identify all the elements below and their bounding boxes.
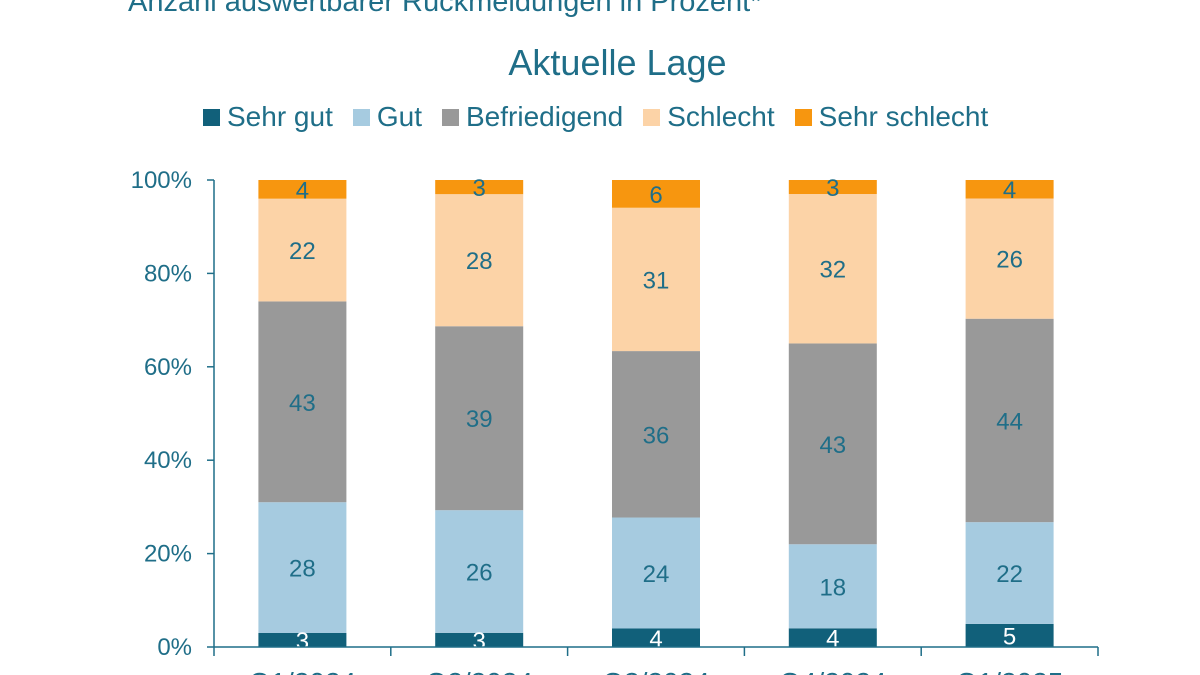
data-label: 18 — [819, 574, 846, 601]
data-label: 4 — [296, 177, 309, 204]
y-tick-label: 20% — [144, 541, 192, 568]
bar-segment — [258, 632, 347, 647]
data-label: 28 — [466, 248, 493, 275]
data-label: 3 — [473, 628, 486, 655]
bar-segment — [788, 343, 877, 545]
legend-label: Schlecht — [667, 101, 775, 132]
legend-swatch — [442, 108, 459, 126]
legend-item-sehr-gut: Sehr gut — [203, 101, 333, 133]
y-tick-label: 40% — [144, 447, 192, 474]
y-tick-label: 60% — [144, 354, 192, 381]
chart-legend: Sehr gut Gut Befriedigend Schlecht Sehr schl… — [203, 101, 1008, 133]
legend-label: Sehr gut — [227, 101, 333, 132]
legend-item-gut: Gut — [352, 101, 422, 133]
bar-segment — [612, 517, 700, 629]
data-label: 36 — [643, 422, 670, 449]
data-label: 22 — [289, 238, 316, 265]
bar-segment — [612, 207, 700, 352]
bar-segment — [965, 623, 1054, 647]
bar-segment — [788, 180, 877, 195]
bar-segment — [965, 180, 1054, 199]
legend-label: Befriedigend — [466, 101, 624, 132]
bar-segment — [788, 544, 877, 629]
bar-segment — [258, 180, 347, 199]
legend-item-befriedigend: Befriedigend — [442, 101, 623, 133]
data-label: 4 — [826, 626, 839, 653]
x-tick-label: Q1/2024 — [249, 667, 356, 675]
bar-segment — [612, 180, 700, 208]
bar-segment — [788, 628, 877, 647]
data-label: 39 — [466, 406, 493, 433]
legend-swatch — [203, 108, 220, 126]
bar-segment — [258, 301, 347, 503]
bar-segment — [612, 351, 700, 518]
legend-label: Sehr schlecht — [818, 101, 989, 132]
data-label: 4 — [649, 626, 662, 653]
data-label: 43 — [819, 432, 846, 459]
bar-segment — [435, 510, 524, 633]
data-label: 31 — [643, 267, 670, 294]
y-tick-label: 0% — [157, 634, 192, 661]
legend-swatch — [352, 108, 370, 126]
legend-swatch — [643, 108, 661, 126]
x-tick-label: Q3/2024 — [602, 667, 709, 675]
legend-item-schlecht: Schlecht — [643, 101, 775, 133]
bar-segment — [258, 502, 347, 633]
bar-segment — [435, 194, 524, 327]
bar-segment — [612, 628, 700, 647]
bar-segment — [435, 326, 524, 511]
x-tick-label: Q4/2024 — [779, 667, 886, 675]
bar-segment — [965, 318, 1054, 523]
data-label: 3 — [826, 175, 839, 202]
data-label: 5 — [1003, 623, 1016, 650]
chart-title: Aktuelle Lage — [508, 42, 727, 83]
bar-segment — [435, 180, 524, 195]
data-label: 6 — [649, 182, 662, 209]
data-label: 43 — [289, 390, 316, 417]
data-label: 22 — [996, 561, 1023, 588]
x-tick-label: Q1/2025 — [956, 667, 1063, 675]
y-tick-label: 100% — [131, 167, 192, 194]
data-label: 3 — [296, 628, 309, 655]
bar-segment — [965, 522, 1054, 624]
data-label: 24 — [643, 561, 670, 588]
data-label: 3 — [473, 175, 486, 202]
legend-item-sehr-schlecht: Sehr schlecht — [794, 101, 989, 133]
x-tick-label: Q2/2024 — [425, 667, 532, 675]
bar-segment — [435, 632, 524, 647]
chart-subtitle: Anzahl auswertbarer Rückmeldungen in Pro… — [128, 0, 762, 18]
data-label: 32 — [819, 257, 846, 284]
data-label: 26 — [996, 247, 1023, 274]
y-tick-label: 80% — [144, 260, 192, 287]
bar-segment — [965, 198, 1054, 319]
data-label: 28 — [289, 556, 316, 583]
bar-segment — [258, 198, 347, 302]
data-label: 4 — [1003, 177, 1016, 204]
legend-swatch — [794, 108, 812, 126]
bar-segment — [788, 194, 877, 344]
data-label: 26 — [466, 560, 493, 587]
data-label: 44 — [996, 408, 1023, 435]
legend-label: Gut — [376, 101, 422, 132]
